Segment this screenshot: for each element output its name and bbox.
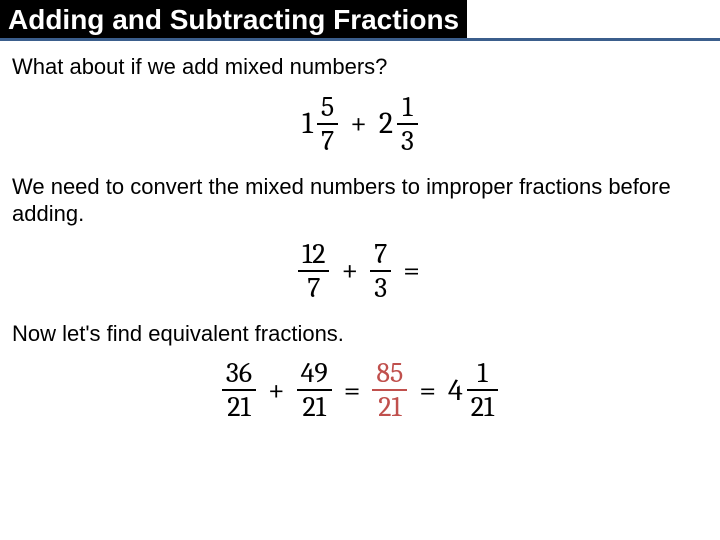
paragraph-2: We need to convert the mixed numbers to … (12, 173, 708, 228)
eq2-left-frac: 12 7 (298, 240, 329, 302)
eq3-b-frac: 49 21 (297, 359, 332, 421)
eq1-right-num: 1 (398, 93, 416, 121)
eq1-left-frac: 5 7 (317, 93, 338, 155)
eq2-left-num: 12 (298, 240, 329, 268)
eq3-op2: = (342, 373, 363, 408)
eq2-right-num: 7 (370, 240, 391, 268)
eq2-tail: = (401, 253, 422, 288)
eq1-left-whole: 1 (302, 106, 313, 141)
eq3-c-den: 21 (374, 393, 405, 421)
eq1-right-whole: 2 (379, 106, 393, 141)
eq3-c-frac: 85 21 (372, 359, 407, 421)
eq3-d-whole: 4 (448, 373, 463, 408)
equation-3: 36 21 + 49 21 = 85 21 = 4 (12, 359, 708, 421)
eq3-b-num: 49 (297, 359, 332, 387)
eq1-left-mixed: 1 5 7 (302, 93, 338, 155)
paragraph-1: What about if we add mixed numbers? (12, 53, 708, 81)
eq1-right-frac: 1 3 (397, 93, 418, 155)
slide-body: What about if we add mixed numbers? 1 5 … (0, 41, 720, 421)
equation-2: 12 7 + 7 3 = (12, 240, 708, 302)
eq1-right-mixed: 2 1 3 (379, 93, 418, 155)
eq2-op: + (339, 253, 360, 288)
eq3-d-mixed: 4 1 21 (448, 359, 498, 421)
slide: Adding and Subtracting Fractions What ab… (0, 0, 720, 540)
eq3-op1: + (266, 373, 287, 408)
eq3-a-num: 36 (222, 359, 256, 387)
equation-1: 1 5 7 + 2 1 3 (12, 93, 708, 155)
eq3-d-num: 1 (473, 359, 491, 387)
title-block: Adding and Subtracting Fractions (0, 0, 720, 41)
slide-title: Adding and Subtracting Fractions (0, 0, 467, 38)
eq2-left-den: 7 (303, 274, 324, 302)
paragraph-3: Now let's find equivalent fractions. (12, 320, 708, 348)
eq2-right-frac: 7 3 (370, 240, 391, 302)
eq3-op3: = (417, 373, 438, 408)
eq3-a-frac: 36 21 (222, 359, 256, 421)
eq1-right-den: 3 (397, 127, 418, 155)
eq3-a-den: 21 (223, 393, 254, 421)
eq1-left-num: 5 (317, 93, 338, 121)
eq1-op: + (348, 106, 369, 141)
eq3-b-den: 21 (299, 393, 330, 421)
eq3-d-frac: 1 21 (467, 359, 498, 421)
eq3-d-den: 21 (467, 393, 498, 421)
eq3-c-num: 85 (372, 359, 407, 387)
eq2-right-den: 3 (370, 274, 391, 302)
eq1-left-den: 7 (317, 127, 338, 155)
